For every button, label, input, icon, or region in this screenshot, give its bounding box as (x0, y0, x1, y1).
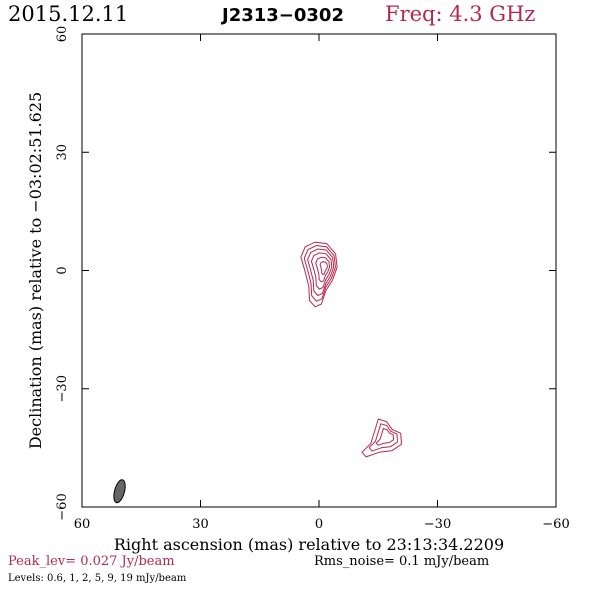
y-tick-label: −60 (55, 493, 70, 520)
source-name: J2313−0302 (222, 5, 344, 26)
core-contour (307, 248, 335, 297)
contour-levels: Levels: 0.6, 1, 2, 5, 9, 19 mJy/beam (8, 573, 187, 584)
jet-contour (368, 423, 399, 452)
y-tick-label: 60 (55, 26, 70, 43)
x-tick-label: 30 (192, 517, 209, 532)
y-tick-label: 30 (55, 144, 70, 161)
core-contour (303, 244, 336, 302)
jet-contour (361, 418, 403, 458)
core-contour (300, 241, 338, 308)
x-tick-label: 60 (74, 517, 91, 532)
epoch-date: 2015.12.11 (8, 2, 129, 26)
y-tick-label: −30 (55, 375, 70, 402)
plot-frame (81, 33, 557, 508)
x-tick-label: −30 (424, 517, 451, 532)
peak-level: Peak_lev= 0.027 Jy/beam (8, 554, 175, 569)
x-tick-label: −60 (542, 517, 569, 532)
rms-noise: Rms_noise= 0.1 mJy/beam (314, 554, 490, 569)
y-axis-label: Declination (mas) relative to −03:02:51.… (26, 92, 45, 449)
beam-ellipse (113, 479, 126, 504)
core-contour (310, 252, 333, 290)
core-contour (319, 261, 328, 276)
x-axis-label: Right ascension (mas) relative to 23:13:… (114, 535, 504, 554)
y-tick-label: 0 (55, 266, 70, 274)
frequency-label: Freq: 4.3 GHz (385, 2, 536, 26)
x-tick-label: 0 (315, 517, 323, 532)
core-contour (315, 256, 331, 283)
jet-contour (375, 427, 395, 446)
